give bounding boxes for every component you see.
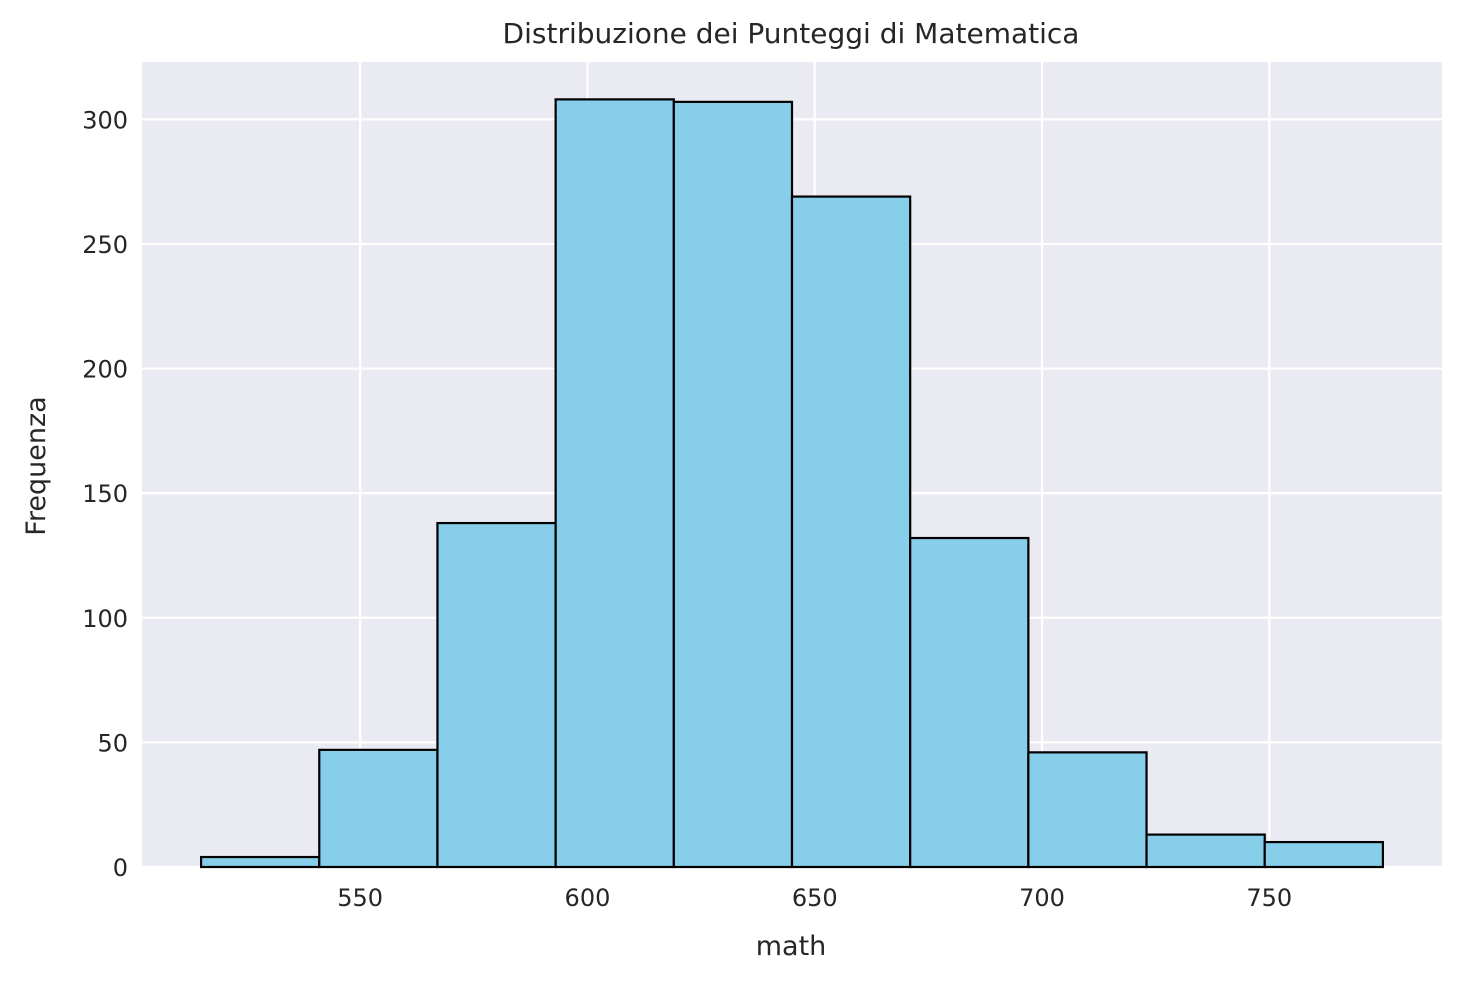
x-tick-label: 550 [337,884,383,912]
tick-labels: 550 600 650 700 750 0 50 100 150 200 250 300 [82,106,1292,912]
y-tick-label: 250 [82,231,128,259]
histogram-bar [909,536,1030,869]
histogram-bar [199,855,321,869]
histogram-bar [1145,833,1266,869]
x-axis-label: math [756,931,827,962]
x-tick-label: 700 [1019,884,1065,912]
x-tick-label: 750 [1246,884,1292,912]
histogram-bars [199,98,1385,869]
y-tick-label: 150 [82,480,128,508]
histogram-bar [436,521,557,869]
x-tick-label: 650 [792,884,838,912]
histogram-bar [790,195,912,869]
histogram-bar [554,98,675,869]
histogram-bar [672,100,794,869]
y-axis-label: Frequenza [21,396,52,535]
histogram-bar [318,748,439,869]
histogram-bar [1263,840,1385,869]
x-tick-label: 600 [565,884,611,912]
histogram-bar [1027,751,1148,869]
y-tick-label: 100 [82,605,128,633]
y-tick-label: 50 [97,729,128,757]
y-tick-label: 300 [82,106,128,134]
chart-title: Distribuzione dei Punteggi di Matematica [503,17,1080,50]
y-tick-label: 200 [82,356,128,384]
y-tick-label: 0 [113,854,128,882]
